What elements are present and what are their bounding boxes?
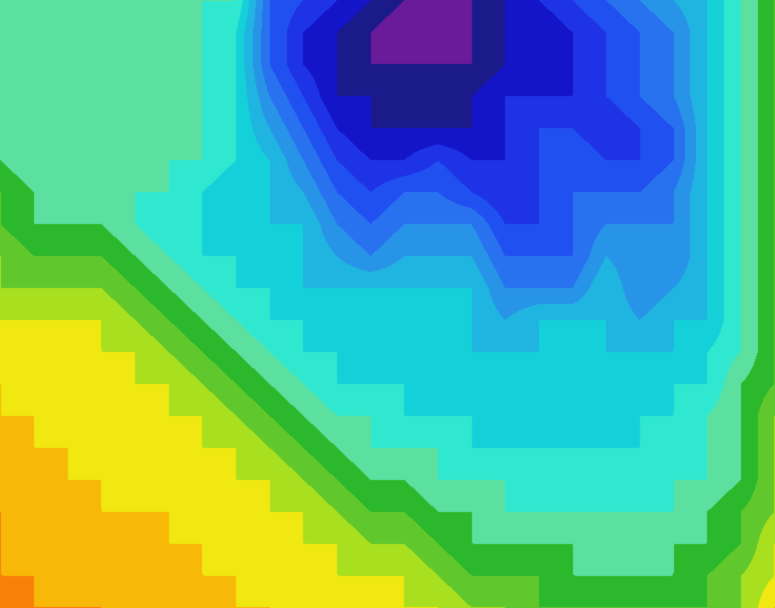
contour-plot xyxy=(0,0,775,608)
